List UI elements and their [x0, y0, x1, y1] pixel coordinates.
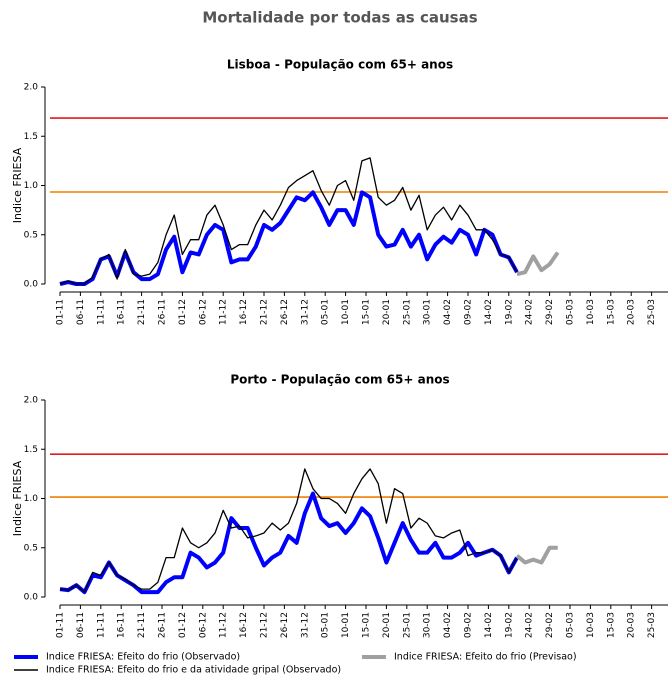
- x-tick-label: 21-11: [137, 299, 147, 325]
- x-tick-label: 10-03: [586, 612, 596, 638]
- x-tick-label: 04-02: [443, 612, 453, 638]
- x-tick-label: 06-12: [198, 612, 208, 638]
- x-tick-label: 06-11: [76, 612, 86, 638]
- x-tick-label: 24-02: [525, 612, 535, 638]
- x-tick-label: 10-01: [341, 612, 351, 638]
- x-tick-label: 05-03: [566, 299, 576, 325]
- series-line: [516, 251, 560, 277]
- panel-title: Porto - População com 65+ anos: [230, 373, 449, 387]
- y-axis-label: Indice FRIESA: [11, 147, 24, 223]
- x-tick-label: 26-12: [280, 612, 290, 638]
- x-tick-label: 16-12: [239, 612, 249, 638]
- panel-title: Lisboa - População com 65+ anos: [227, 58, 453, 72]
- x-tick-label: 15-01: [362, 612, 372, 638]
- x-tick-label: 05-01: [321, 612, 331, 638]
- x-tick-label: 21-11: [137, 612, 147, 638]
- x-tick-label: 21-12: [260, 612, 270, 638]
- legend-label: Indice FRIESA: Efeito do frio (Previsao): [394, 652, 577, 663]
- series-line: [59, 157, 518, 285]
- x-tick-label: 10-01: [341, 299, 351, 325]
- x-tick-label: 16-12: [239, 299, 249, 325]
- x-tick-label: 06-11: [76, 299, 86, 325]
- x-tick-label: 05-03: [566, 612, 576, 638]
- y-axis-label: Indice FRIESA: [11, 460, 24, 536]
- x-tick-label: 30-01: [423, 612, 433, 638]
- x-tick-label: 20-01: [382, 612, 392, 638]
- x-tick-label: 11-12: [219, 299, 229, 325]
- x-tick-label: 31-12: [300, 612, 310, 638]
- y-tick-label: 2.0: [24, 83, 39, 93]
- y-tick-label: 0.5: [24, 543, 38, 553]
- series-line: [59, 491, 519, 595]
- x-tick-label: 26-11: [158, 612, 168, 638]
- x-tick-label: 15-03: [606, 299, 616, 325]
- x-tick-label: 11-12: [219, 612, 229, 638]
- x-tick-label: 20-03: [627, 612, 637, 638]
- x-tick-label: 20-01: [382, 299, 392, 325]
- x-tick-label: 20-03: [627, 299, 637, 325]
- y-tick-label: 0.0: [24, 593, 39, 603]
- series-line: [59, 468, 518, 593]
- x-tick-label: 01-12: [178, 612, 188, 638]
- x-tick-label: 14-02: [484, 299, 494, 325]
- x-tick-label: 11-11: [96, 612, 106, 638]
- x-tick-label: 30-01: [423, 299, 433, 325]
- x-tick-label: 15-03: [606, 612, 616, 638]
- x-tick-label: 11-11: [96, 299, 106, 325]
- x-tick-label: 16-11: [117, 299, 127, 325]
- x-tick-label: 10-03: [586, 299, 596, 325]
- x-tick-label: 25-01: [402, 612, 412, 638]
- x-tick-label: 26-12: [280, 299, 290, 325]
- y-tick-label: 0.5: [24, 230, 38, 240]
- series-line: [59, 190, 519, 286]
- x-tick-label: 29-02: [545, 612, 555, 638]
- x-tick-label: 25-03: [647, 299, 657, 325]
- x-tick-label: 01-11: [56, 612, 66, 638]
- x-tick-label: 29-02: [545, 299, 555, 325]
- x-tick-label: 19-02: [504, 299, 514, 325]
- x-tick-label: 01-11: [56, 299, 66, 325]
- x-tick-label: 31-12: [300, 299, 310, 325]
- x-tick-label: 26-11: [158, 299, 168, 325]
- y-tick-label: 2.0: [24, 396, 39, 406]
- y-tick-label: 0.0: [24, 280, 39, 290]
- x-tick-label: 24-02: [525, 299, 535, 325]
- x-tick-label: 16-11: [117, 612, 127, 638]
- x-tick-label: 25-01: [402, 299, 412, 325]
- x-tick-label: 05-01: [321, 299, 331, 325]
- x-tick-label: 19-02: [504, 612, 514, 638]
- x-tick-label: 06-12: [198, 299, 208, 325]
- main-title: Mortalidade por todas as causas: [202, 9, 477, 27]
- legend-label: Indice FRIESA: Efeito do frio (Observado…: [46, 652, 240, 663]
- x-tick-label: 09-02: [464, 612, 474, 638]
- x-tick-label: 09-02: [464, 299, 474, 325]
- x-tick-label: 21-12: [260, 299, 270, 325]
- x-tick-label: 01-12: [178, 299, 188, 325]
- x-tick-label: 04-02: [443, 299, 453, 325]
- y-tick-label: 1.5: [24, 445, 38, 455]
- x-tick-label: 15-01: [362, 299, 372, 325]
- y-tick-label: 1.5: [24, 132, 38, 142]
- legend-label: Indice FRIESA: Efeito do frio e da ativi…: [46, 665, 341, 675]
- y-tick-label: 1.0: [24, 494, 39, 504]
- series-line: [515, 545, 558, 565]
- y-tick-label: 1.0: [24, 181, 39, 191]
- x-tick-label: 25-03: [647, 612, 657, 638]
- x-tick-label: 14-02: [484, 612, 494, 638]
